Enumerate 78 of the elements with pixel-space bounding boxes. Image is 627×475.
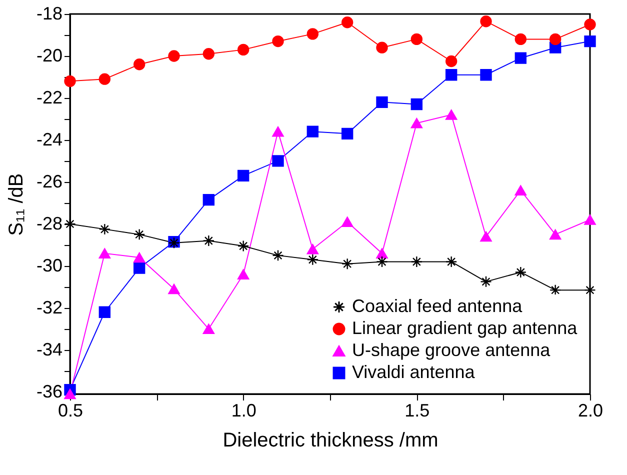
point: [410, 256, 423, 268]
y-tick-label: -20: [36, 45, 62, 66]
point: [64, 75, 76, 88]
legend-label: U-shape groove antenna: [352, 340, 552, 360]
point: [168, 50, 180, 62]
x-tick-label: 1.0: [231, 400, 256, 420]
point: [237, 269, 250, 280]
y-axis-title: S₁₁ /dB: [5, 173, 28, 236]
y-tick-label: -36: [36, 381, 62, 402]
point: [376, 96, 388, 108]
point: [168, 284, 180, 294]
x-axis-title: Dielectric thickness /mm: [222, 430, 438, 452]
point: [202, 234, 215, 247]
point: [480, 231, 492, 242]
point: [98, 248, 111, 258]
point: [445, 69, 458, 81]
point: [376, 248, 388, 258]
point: [445, 55, 458, 68]
point: [202, 324, 215, 334]
x-tick-label: 2.0: [578, 400, 604, 420]
point: [480, 16, 492, 28]
y-tick-label: -24: [36, 129, 62, 150]
point: [514, 33, 527, 46]
point: [514, 266, 527, 278]
point: [306, 254, 319, 266]
point: [272, 126, 284, 137]
legend-label: Vivaldi antenna: [352, 362, 476, 382]
y-tick-label: -18: [36, 4, 62, 24]
point: [445, 256, 458, 268]
point: [341, 128, 354, 140]
point: [272, 155, 284, 167]
point: [480, 69, 492, 81]
point: [341, 16, 354, 28]
point: [306, 126, 319, 138]
point: [549, 33, 562, 46]
point: [272, 250, 284, 262]
point: [133, 252, 146, 263]
point: [237, 170, 250, 182]
point: [272, 35, 284, 48]
point: [410, 98, 423, 110]
x-tick-label: 0.5: [58, 400, 84, 420]
point: [306, 244, 319, 254]
point: [341, 258, 354, 270]
point: [133, 262, 146, 274]
point: [445, 110, 458, 120]
point: [584, 214, 596, 225]
y-tick-label: -26: [36, 171, 62, 192]
point: [584, 284, 596, 296]
point: [133, 58, 146, 70]
point: [410, 33, 423, 46]
point: [549, 284, 562, 296]
legend-label: Linear gradient gap antenna: [352, 318, 578, 338]
point: [306, 28, 319, 40]
point: [514, 185, 527, 196]
point: [202, 194, 215, 206]
y-tick-label: -22: [36, 87, 62, 108]
y-tick-label: -28: [36, 213, 62, 234]
point: [584, 35, 596, 48]
point: [549, 229, 562, 240]
legend-label: Coaxial feed antenna: [352, 296, 524, 316]
point: [584, 18, 596, 30]
point: [341, 216, 354, 227]
y-tick-label: -34: [36, 339, 62, 360]
point: [98, 223, 111, 236]
x-tick-label: 1.5: [404, 400, 430, 420]
point: [98, 73, 111, 85]
y-tick-label: -32: [36, 297, 62, 318]
point: [237, 240, 250, 252]
point: [133, 228, 146, 240]
point: [237, 44, 250, 56]
point: [376, 42, 388, 54]
point: [480, 276, 492, 288]
point: [376, 256, 388, 268]
point: [514, 52, 527, 64]
point: [98, 306, 111, 318]
point: [202, 48, 215, 60]
point: [410, 118, 423, 128]
y-tick-label: -30: [36, 255, 62, 276]
